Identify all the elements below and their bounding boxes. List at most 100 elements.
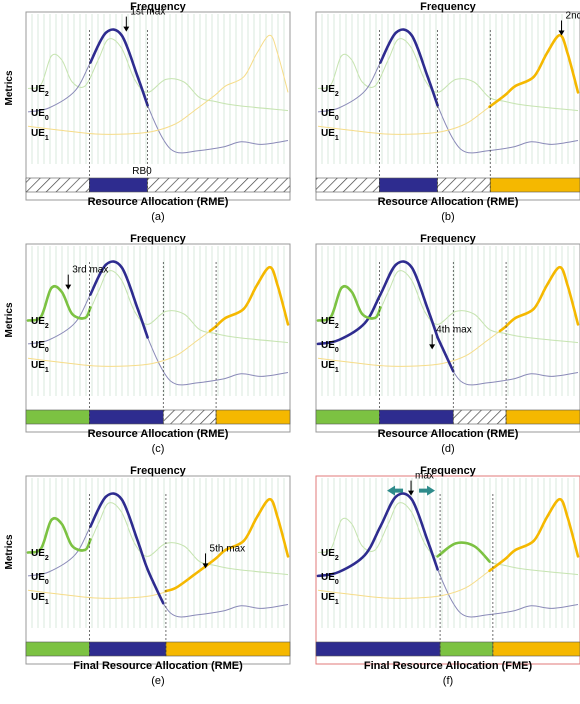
panel-title: Frequency: [420, 1, 477, 13]
arrowhead-icon: [65, 284, 72, 290]
ue2-label: UE2: [31, 84, 49, 98]
annotation-label: 2nd max: [566, 11, 580, 22]
ue0-label: UE0: [31, 340, 49, 354]
allocation-bar: [315, 177, 580, 193]
allocation-segment-hatched: [437, 177, 491, 193]
ue0-selected-segment: [89, 260, 149, 339]
ue2-label: UE2: [321, 316, 339, 330]
allocation-segment-ue1: [505, 409, 580, 425]
allocation-segment-ue0: [89, 177, 148, 193]
ue0-label: UE0: [321, 108, 339, 122]
panel-title: Frequency: [420, 465, 477, 477]
ue2-selected-segment: [26, 284, 92, 322]
ue1-selected-segment: [164, 497, 290, 593]
allocation-bar: [315, 409, 580, 425]
panel-caption: (f): [443, 675, 453, 687]
arrowhead-icon: [558, 30, 565, 36]
ue1-label: UE1: [321, 360, 339, 374]
ue2-label: UE2: [321, 84, 339, 98]
allocation-label: Resource Allocation (RME): [378, 196, 519, 208]
ue0-label: UE0: [321, 572, 339, 586]
ue2-curve: [317, 502, 579, 576]
ue1-label: UE1: [31, 128, 49, 142]
allocation-segment-ue0: [89, 409, 164, 425]
ue0-selected-segment: [316, 260, 439, 346]
rb-label: RB0: [132, 166, 152, 177]
ue1-selected-segment: [488, 33, 580, 108]
allocation-bar: [25, 177, 291, 193]
ue0-label: UE0: [31, 572, 49, 586]
panel-title: Frequency: [130, 1, 187, 13]
allocation-segment-ue2: [439, 641, 494, 657]
panel-caption: (c): [152, 443, 165, 455]
ue2-label: UE2: [321, 548, 339, 562]
annotation-label: 4th max: [436, 324, 472, 335]
allocation-segment-ue0: [379, 177, 438, 193]
arrowhead-icon: [202, 563, 209, 569]
frequency-grid: [31, 14, 285, 164]
panel-b: Frequency UE2 UE0 UE1 2nd max Resource Alloca…: [315, 1, 580, 223]
allocation-segment-ue2: [25, 641, 90, 657]
ue2-curve: [27, 38, 289, 112]
ue0-selected-segment: [379, 28, 439, 107]
arrowhead-icon: [429, 344, 436, 350]
ue1-label: UE1: [31, 592, 49, 606]
ue2-selected-segment: [436, 541, 491, 563]
ue1-label: UE1: [321, 128, 339, 142]
allocation-label: Resource Allocation (RME): [378, 428, 519, 440]
frequency-grid: [321, 14, 575, 164]
allocation-label: Final Resource Allocation (FME): [364, 660, 533, 672]
allocation-label: Resource Allocation (RME): [88, 196, 229, 208]
ue1-curve: [27, 34, 289, 135]
allocation-segment-ue1: [489, 177, 580, 193]
panel-title: Frequency: [420, 233, 477, 245]
allocation-bar: [25, 641, 291, 657]
allocation-segment-ue1: [492, 641, 580, 657]
ue0-selected-segment: [89, 28, 149, 107]
ue0-label: UE0: [321, 340, 339, 354]
frequency-grid: [321, 246, 575, 396]
allocation-bar: [315, 641, 580, 657]
ue2-label: UE2: [31, 316, 49, 330]
panel-title: Frequency: [130, 233, 187, 245]
allocation-bar: [25, 409, 291, 425]
annotation-label: 3rd max: [72, 265, 108, 276]
panel-c: Frequency Metrics UE2 UE0 UE1 3rd max Resource…: [4, 233, 291, 455]
panel-e: Frequency Metrics UE2 UE0 UE1 5th max Final Re…: [4, 465, 291, 687]
ue2-curve: [317, 38, 579, 112]
allocation-segment-ue2: [315, 409, 380, 425]
panel-a: Frequency Metrics UE2 UE0 UE1 RB0 1st max Resou…: [4, 1, 291, 223]
y-axis-label: Metrics: [4, 70, 15, 105]
allocation-label: Resource Allocation (RME): [88, 428, 229, 440]
annotation-label: max: [415, 471, 434, 482]
panel-f: Frequency UE2 UE0 UE1 max Final Resource Allo…: [315, 465, 580, 687]
panel-caption: (b): [441, 211, 454, 223]
frequency-grid: [31, 246, 285, 396]
allocation-segment-ue0: [379, 409, 454, 425]
ue0-selected-segment: [436, 336, 455, 373]
allocation-label: Final Resource Allocation (RME): [73, 660, 243, 672]
allocation-segment-hatched: [147, 177, 291, 193]
ue1-label: UE1: [31, 360, 49, 374]
right-arrow-icon: [419, 485, 436, 496]
allocation-segment-ue0: [315, 641, 441, 657]
y-axis-label: Metrics: [4, 534, 15, 569]
arrowhead-icon: [408, 490, 415, 496]
ue0-label: UE0: [31, 108, 49, 122]
left-arrow-icon: [387, 485, 404, 496]
allocation-segment-ue1: [215, 409, 291, 425]
ue2-selected-segment: [26, 516, 92, 554]
y-axis-label: Metrics: [4, 302, 15, 337]
arrowhead-icon: [123, 26, 130, 32]
annotation-label: 5th max: [210, 543, 246, 554]
panel-caption: (a): [151, 211, 164, 223]
ue0-selected-segment: [316, 492, 439, 578]
ue2-selected-segment: [316, 284, 382, 322]
allocation-segment-ue0: [89, 641, 167, 657]
allocation-segment-hatched: [315, 177, 380, 193]
allocation-segment-ue2: [25, 409, 90, 425]
panel-caption: (e): [151, 675, 164, 687]
ue1-label: UE1: [321, 592, 339, 606]
panel-caption: (d): [441, 443, 454, 455]
